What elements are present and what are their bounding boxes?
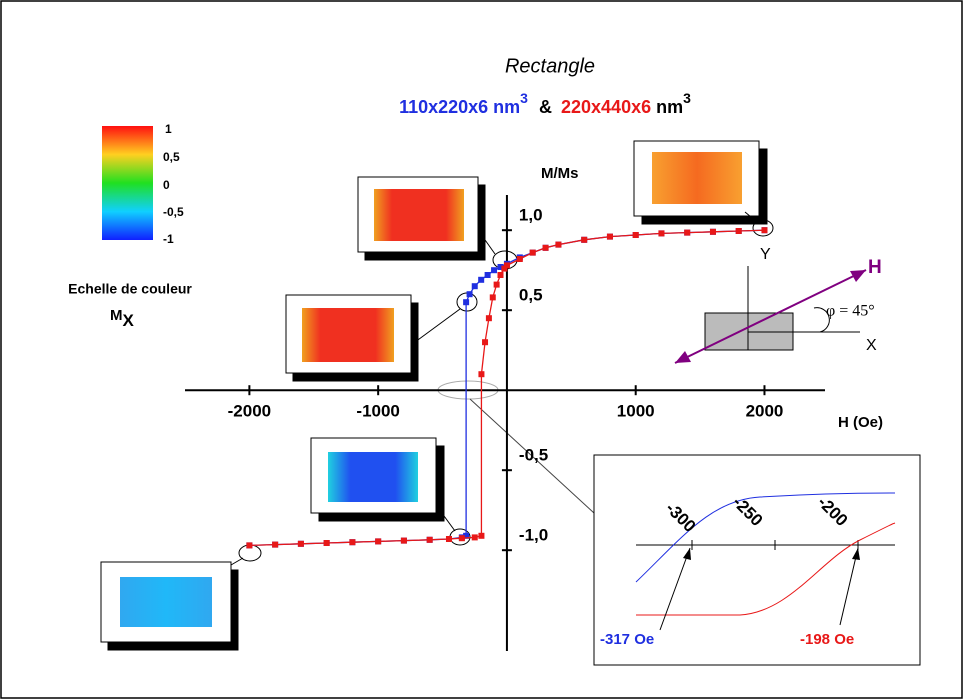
subtitle-exp: 3 bbox=[683, 90, 691, 106]
point bbox=[297, 540, 304, 547]
y-tick-label: 1,0 bbox=[519, 206, 543, 225]
diagram-label: Y bbox=[760, 246, 771, 263]
point bbox=[375, 538, 382, 545]
colorbar-label: 0 bbox=[163, 178, 170, 192]
point bbox=[489, 294, 496, 301]
colorbar-label: -1 bbox=[163, 232, 174, 246]
chart-title: Rectangle bbox=[505, 55, 595, 77]
point bbox=[272, 541, 279, 548]
point bbox=[709, 228, 716, 235]
diagram-label: X bbox=[866, 337, 877, 354]
point bbox=[497, 264, 504, 270]
inset: -300 -250 -200 -317 Oe -198 Oe bbox=[593, 454, 921, 666]
colorbar bbox=[102, 126, 153, 240]
plot: -2000 -1000 1000 2000 1,0 0,5 -0,5 -1,0 bbox=[185, 195, 825, 651]
point bbox=[246, 542, 253, 549]
point bbox=[485, 315, 492, 322]
y-tick-label: 0,5 bbox=[519, 286, 543, 305]
point bbox=[606, 233, 613, 240]
point bbox=[445, 536, 452, 542]
y-tick-label: -0,5 bbox=[519, 446, 548, 465]
point bbox=[542, 244, 549, 251]
point bbox=[493, 281, 500, 288]
y-tick-label: -1,0 bbox=[519, 526, 548, 545]
x-tick-label: -2000 bbox=[228, 402, 271, 421]
point bbox=[491, 267, 498, 274]
point bbox=[529, 249, 536, 256]
point bbox=[658, 230, 665, 237]
point bbox=[458, 535, 465, 542]
colorbar-label: -0,5 bbox=[163, 205, 184, 219]
point bbox=[735, 228, 742, 234]
colorbar-label: 1 bbox=[165, 122, 172, 136]
x-axis-label: H (Oe) bbox=[838, 414, 883, 431]
point bbox=[581, 236, 588, 243]
colorbar-symbol: MX bbox=[110, 307, 135, 331]
diagram-label: H bbox=[868, 257, 882, 278]
point bbox=[632, 232, 639, 238]
point bbox=[471, 534, 478, 541]
point bbox=[478, 371, 485, 378]
point bbox=[684, 229, 691, 236]
point bbox=[501, 265, 508, 272]
symbol: M bbox=[110, 307, 123, 324]
field-diagram: Y X H φ = 45° bbox=[674, 246, 882, 364]
point bbox=[463, 532, 470, 539]
series-line bbox=[249, 229, 765, 547]
point bbox=[400, 537, 407, 544]
y-axis-label: M/Ms bbox=[541, 165, 579, 182]
point bbox=[323, 540, 330, 546]
subtitle-part: nm bbox=[656, 97, 683, 117]
point bbox=[471, 283, 478, 290]
x-tick-label: 1000 bbox=[617, 402, 655, 421]
point bbox=[503, 262, 510, 269]
subtitle-exp: 3 bbox=[520, 90, 528, 106]
colorbar-label: 0,5 bbox=[163, 150, 180, 164]
x-tick-label: -1000 bbox=[356, 402, 399, 421]
diagram-label: φ = 45° bbox=[826, 303, 875, 320]
point bbox=[478, 276, 485, 283]
subtitle-part: 220x440x6 bbox=[561, 97, 651, 117]
subtitle-part: 110x220x6 nm bbox=[399, 97, 520, 117]
snapshots bbox=[100, 140, 774, 651]
point bbox=[484, 272, 491, 278]
inset-note: -198 Oe bbox=[800, 631, 854, 648]
point bbox=[426, 536, 433, 543]
subtitle-part: & bbox=[539, 97, 552, 117]
point bbox=[349, 539, 356, 546]
point bbox=[497, 272, 504, 278]
point bbox=[482, 339, 489, 346]
colorbar-title: Echelle de couleur bbox=[68, 281, 192, 297]
chart-subtitle: 110x220x6 nm3 & 220x440x6 nm3 bbox=[399, 88, 691, 117]
point bbox=[463, 299, 470, 306]
x-tick-label: 2000 bbox=[746, 402, 784, 421]
inset-note: -317 Oe bbox=[600, 631, 654, 648]
symbol-sub: X bbox=[123, 311, 135, 330]
point bbox=[555, 241, 562, 248]
point bbox=[761, 227, 768, 234]
point bbox=[516, 256, 523, 262]
point bbox=[466, 291, 473, 298]
point bbox=[478, 532, 485, 539]
